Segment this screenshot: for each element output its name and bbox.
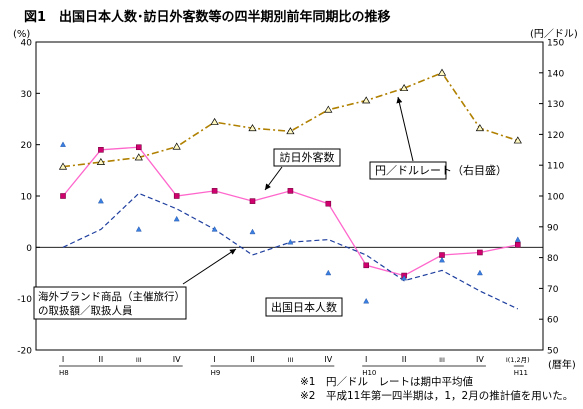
y-right-tick-label: 60 — [547, 316, 559, 326]
y-right-unit: (円／ドル) — [530, 28, 578, 40]
series-point-yen — [513, 136, 522, 144]
series-point-brand — [287, 238, 294, 245]
series-point-visitors — [249, 198, 256, 204]
x-tick-label: II — [99, 355, 104, 364]
y-left-tick-label: 0 — [26, 244, 32, 254]
x-tick-label: IV — [476, 355, 484, 364]
footnote-1: ※1 円／ドル レートは期中平均値 — [300, 375, 473, 388]
series-point-yen — [362, 96, 371, 104]
annotation-brand-line1: 海外ブランド商品（主催旅行） — [38, 290, 185, 303]
x-year-label: H8 — [59, 369, 69, 377]
y-left-tick-label: -10 — [17, 295, 32, 305]
series-point-brand — [60, 141, 66, 147]
y-right-tick-label: 130 — [547, 100, 564, 110]
series-point-visitors — [173, 193, 180, 199]
series-point-visitors — [363, 262, 370, 269]
annotation-brand-arrow — [182, 248, 237, 285]
y-left-tick-label: 30 — [21, 90, 33, 100]
series-point-yen — [437, 68, 447, 76]
series-point-brand — [439, 256, 445, 263]
y-right-tick-label: 90 — [547, 223, 559, 233]
x-unit: (暦年) — [548, 358, 576, 371]
y-left-tick-label: -20 — [17, 347, 32, 357]
series-point-yen — [210, 117, 219, 125]
series-point-yen — [134, 153, 143, 161]
x-tick-label: III — [288, 356, 294, 364]
series-point-visitors — [60, 193, 66, 199]
series-point-yen — [248, 124, 257, 132]
annotation-outbound-text: 出国日本人数 — [271, 300, 337, 314]
series-point-visitors — [514, 241, 521, 248]
series-line-outbound — [62, 192, 519, 310]
series-point-brand — [97, 197, 104, 204]
y-left-tick-label: 10 — [21, 193, 33, 203]
x-tick-label: II — [250, 355, 255, 364]
x-year-label: H9 — [211, 369, 221, 377]
series-point-yen — [96, 157, 106, 165]
annotation-brand: 海外ブランド商品（主催旅行） の取扱額／取扱人員 — [33, 248, 237, 320]
annotation-visitors-arrow — [264, 166, 283, 191]
y-left-unit: (%) — [13, 29, 30, 40]
x-tick-label: IV — [324, 355, 332, 364]
x-tick-label: I — [213, 355, 215, 364]
x-tick-label: III — [439, 356, 445, 364]
annotation-visitors: 訪日外客数 — [264, 148, 341, 191]
series-point-visitors — [439, 252, 445, 258]
x-tick-label: I — [365, 355, 367, 364]
annotation-visitors-text: 訪日外客数 — [280, 150, 335, 164]
y-right-tick-label: 100 — [547, 193, 564, 203]
series-point-brand — [401, 274, 408, 281]
annotation-brand-box — [33, 286, 187, 320]
series-point-visitors — [325, 200, 332, 207]
y-left-tick-label: 40 — [21, 39, 33, 49]
series-point-brand — [211, 226, 218, 232]
annotation-yen-arrow — [396, 96, 414, 162]
series-point-visitors — [98, 147, 104, 153]
series-point-brand — [173, 215, 180, 222]
x-tick-label: II — [402, 355, 407, 364]
series-point-brand — [514, 236, 521, 242]
annotation-visitors-box — [273, 148, 341, 167]
series-point-brand — [363, 298, 370, 304]
series-point-yen — [324, 105, 333, 113]
x-year-label: H11 — [514, 369, 528, 377]
y-right-tick-label: 70 — [547, 285, 559, 295]
x-tick-label: I — [62, 355, 64, 364]
series-point-yen — [399, 84, 409, 92]
annotation-yen-box — [369, 161, 447, 180]
x-tick-label: IV — [173, 355, 181, 364]
x-year-label: H10 — [362, 369, 376, 377]
y-right-tick-label: 140 — [547, 69, 564, 79]
annotation-brand-line2: の取扱額／取扱人員 — [38, 304, 133, 317]
series-point-yen — [286, 127, 295, 135]
series-point-visitors — [477, 249, 483, 256]
annotation-yen: 円／ドルレート（右目盛） — [369, 96, 507, 180]
series-point-yen — [475, 124, 485, 132]
series-point-brand — [325, 269, 332, 276]
annotation-outbound-box — [265, 297, 343, 317]
series-point-yen — [172, 142, 181, 150]
series-point-brand — [249, 228, 256, 235]
x-tick-label: III — [136, 356, 142, 364]
x-tick-label: I(1,2月) — [506, 356, 530, 364]
footnote-2: ※2 平成11年第一四半期は，1，2月の推計値を用いた。 — [300, 389, 573, 402]
series-point-visitors — [211, 188, 218, 194]
chart-title: 図1 出国日本人数･訪日外客数等の四半期別前年同期比の推移 — [24, 9, 391, 25]
series-point-visitors — [287, 188, 294, 194]
y-right-tick-label: 110 — [547, 162, 564, 172]
series-point-brand — [476, 269, 483, 276]
annotation-outbound: 出国日本人数 — [265, 297, 343, 317]
annotation-yen-text: 円／ドルレート（右目盛） — [375, 163, 507, 177]
y-right-tick-label: 120 — [547, 131, 564, 141]
y-right-tick-label: 150 — [547, 39, 564, 49]
y-right-tick-label: 50 — [547, 347, 559, 357]
series-point-brand — [135, 226, 142, 232]
y-left-tick-label: 20 — [21, 141, 33, 151]
series-point-visitors — [136, 144, 142, 151]
series-point-yen — [58, 162, 68, 170]
y-right-tick-label: 80 — [547, 254, 559, 264]
